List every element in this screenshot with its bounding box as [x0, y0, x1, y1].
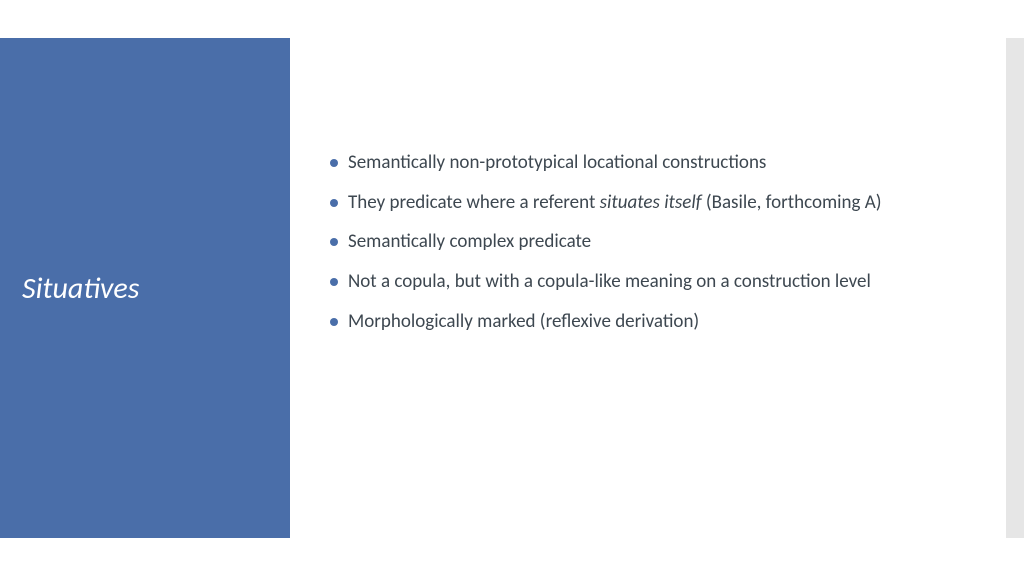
bullet-item: They predicate where a referent situates…: [330, 190, 950, 216]
title-panel: Situatives: [0, 38, 290, 538]
bullet-item: Semantically non-prototypical locational…: [330, 150, 950, 176]
bullet-text: They predicate where a referent situates…: [348, 190, 950, 216]
bullet-dot-icon: [330, 238, 338, 246]
bullet-text-pre: They predicate where a referent: [348, 191, 600, 214]
bullet-dot-icon: [330, 199, 338, 207]
bullet-list: Semantically non-prototypical locational…: [330, 150, 950, 348]
bullet-text: Not a copula, but with a copula-like mea…: [348, 269, 950, 295]
bullet-text: Semantically complex predicate: [348, 229, 950, 255]
bullet-text: Semantically non-prototypical locational…: [348, 150, 950, 176]
slide-title: Situatives: [22, 270, 139, 307]
bullet-text-italic: situates itself: [600, 191, 702, 214]
bullet-item: Morphologically marked (reflexive deriva…: [330, 309, 950, 335]
bullet-text-post: (Basile, forthcoming A): [702, 191, 882, 214]
bullet-dot-icon: [330, 318, 338, 326]
bullet-dot-icon: [330, 159, 338, 167]
right-accent-bar: [1006, 38, 1024, 538]
bullet-item: Semantically complex predicate: [330, 229, 950, 255]
slide: Situatives Semantically non-prototypical…: [0, 0, 1024, 576]
bullet-item: Not a copula, but with a copula-like mea…: [330, 269, 950, 295]
bullet-dot-icon: [330, 278, 338, 286]
bullet-text: Morphologically marked (reflexive deriva…: [348, 309, 950, 335]
